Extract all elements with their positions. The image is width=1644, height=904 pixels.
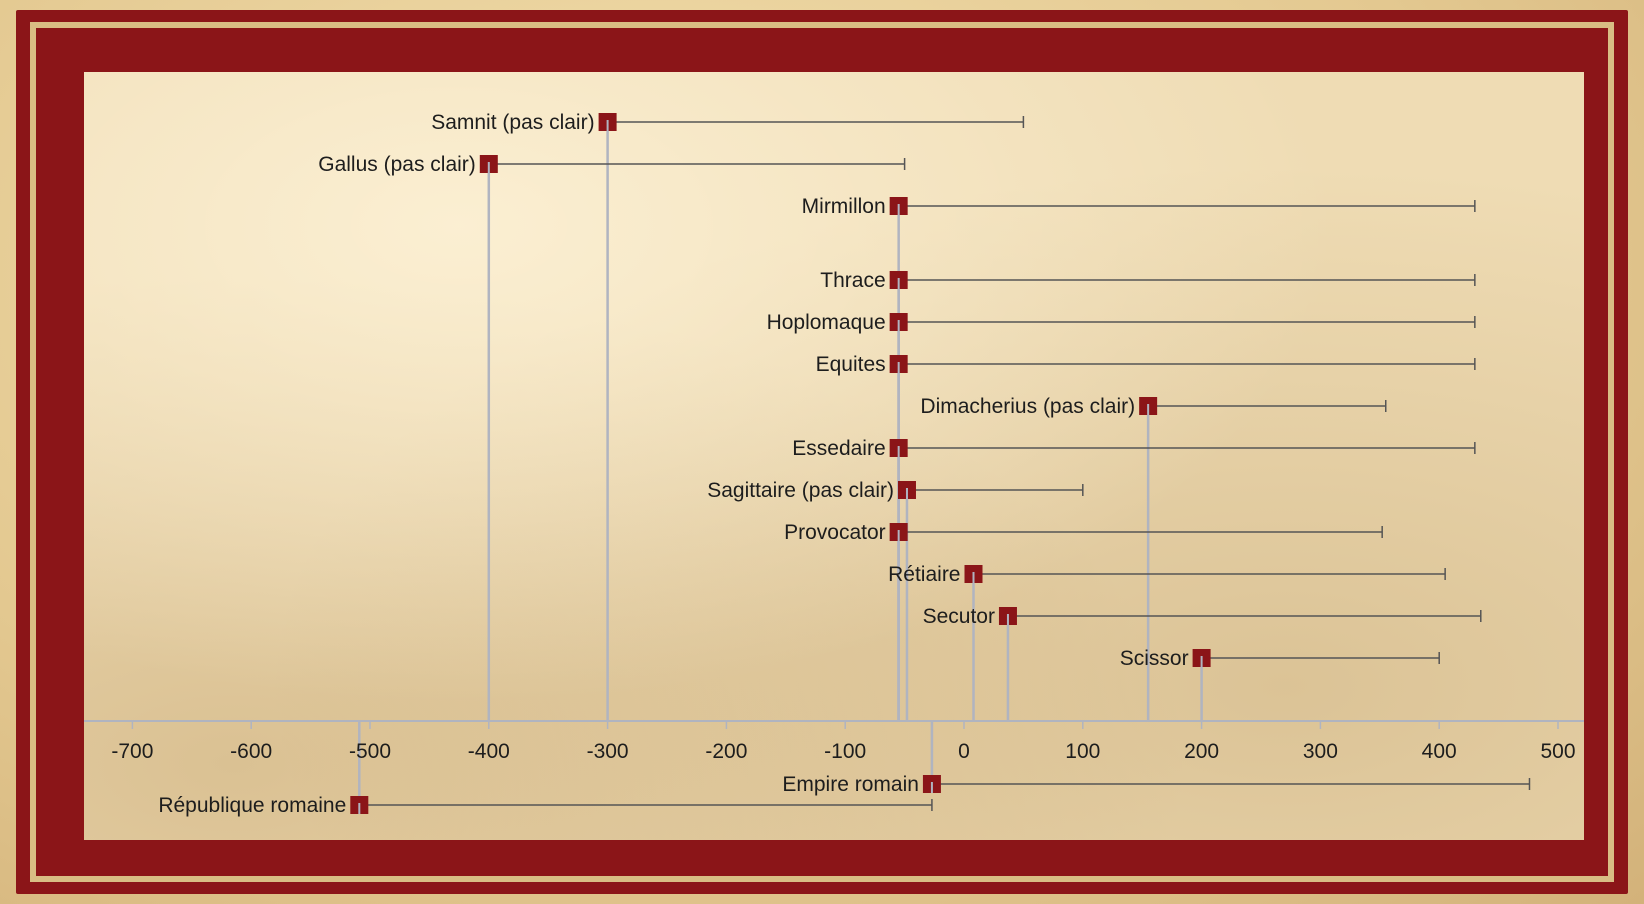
x-tick-label: -600 [230, 740, 272, 763]
x-tick-label: -500 [349, 740, 391, 763]
gladiator-label: Hoplomaque [767, 311, 886, 334]
gladiator-label: Thrace [820, 269, 885, 292]
gladiator-label: Equites [816, 353, 886, 376]
gladiator-label: Mirmillon [802, 195, 886, 218]
x-tick-label: -300 [587, 740, 629, 763]
x-tick-label: -100 [824, 740, 866, 763]
gladiator-label: Secutor [923, 605, 995, 628]
x-tick-label: 400 [1422, 740, 1457, 763]
gladiator-label: Samnit (pas clair) [431, 111, 594, 134]
x-tick-label: 300 [1303, 740, 1338, 763]
x-tick-label: -200 [705, 740, 747, 763]
x-tick-label: -700 [111, 740, 153, 763]
period-label: Empire romain [782, 773, 919, 796]
gladiator-label: Sagittaire (pas clair) [707, 479, 894, 502]
gladiator-label: Scissor [1120, 647, 1189, 670]
range-bars: Samnit (pas clair) Gallus (pas clair) Mirm… [158, 111, 1531, 817]
x-tick-label: 200 [1184, 740, 1219, 763]
gladiator-label: Rétiaire [888, 563, 960, 586]
drop-lines [358, 122, 1203, 805]
x-axis: -700 -600 -500 -400 -300 -200 -100 0 100 200 300 40… [84, 720, 1584, 763]
gladiator-label: Essedaire [792, 437, 885, 460]
period-label: République romaine [158, 794, 346, 817]
chart-paper-background [84, 72, 1584, 840]
gladiator-label: Gallus (pas clair) [318, 153, 476, 176]
x-tick-label: -400 [468, 740, 510, 763]
x-tick-label: 500 [1540, 740, 1575, 763]
gold-frame-border [30, 22, 1614, 882]
x-tick-label: 100 [1065, 740, 1100, 763]
x-tick-label: 0 [958, 740, 970, 763]
gladiator-label: Provocator [784, 521, 886, 544]
gladiator-label: Dimacherius (pas clair) [920, 395, 1135, 418]
